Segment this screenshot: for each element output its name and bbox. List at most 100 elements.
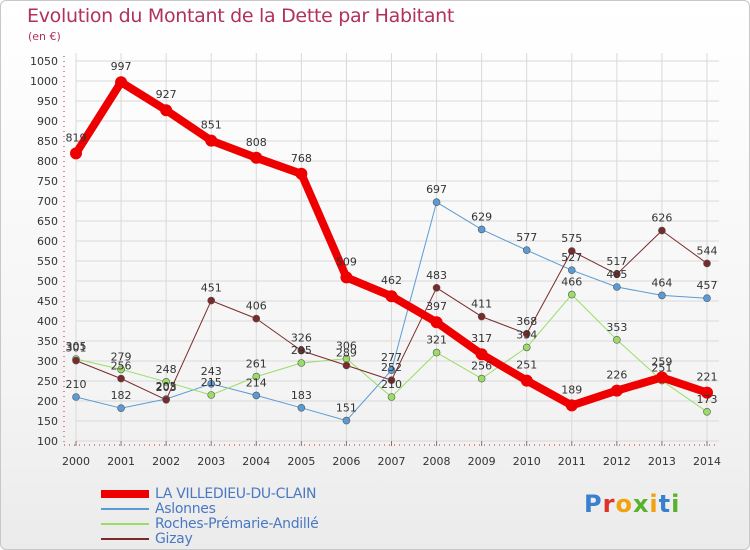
- x-tick-label: 2002: [152, 455, 180, 468]
- data-label: 243: [201, 365, 222, 378]
- data-label: 173: [697, 393, 718, 406]
- data-label: 301: [66, 342, 87, 355]
- x-tick-label: 2005: [287, 455, 315, 468]
- y-tick-label: 450: [37, 295, 58, 308]
- data-point: [385, 290, 398, 303]
- data-label: 251: [516, 359, 537, 372]
- data-label: 248: [156, 363, 177, 376]
- data-point: [658, 291, 666, 300]
- data-point: [655, 371, 668, 384]
- data-point: [297, 359, 306, 367]
- data-point: [613, 283, 621, 291]
- data-label: 353: [606, 321, 627, 334]
- data-label: 626: [651, 212, 672, 225]
- data-point: [703, 259, 711, 268]
- data-point: [72, 356, 80, 365]
- x-tick-label: 2013: [648, 455, 676, 468]
- data-point: [613, 335, 621, 344]
- chart-title: Evolution du Montant de la Dette par Hab…: [27, 5, 455, 27]
- x-tick-label: 2003: [197, 455, 225, 468]
- legend-swatch: [101, 523, 149, 525]
- y-tick-label: 250: [37, 375, 58, 388]
- data-point: [432, 348, 441, 357]
- data-label: 997: [111, 60, 132, 73]
- data-label: 252: [381, 361, 402, 374]
- data-point: [432, 283, 441, 292]
- data-point: [477, 225, 486, 234]
- data-label: 256: [471, 360, 492, 373]
- x-tick-label: 2009: [468, 455, 496, 468]
- data-point: [703, 407, 711, 416]
- y-tick-label: 850: [37, 135, 58, 148]
- data-point: [567, 290, 576, 299]
- y-tick-label: 550: [37, 255, 58, 268]
- data-point: [297, 403, 306, 412]
- data-label: 295: [291, 344, 312, 357]
- data-point: [701, 386, 713, 399]
- data-point: [522, 329, 531, 338]
- data-label: 221: [697, 371, 718, 384]
- data-label: 226: [606, 369, 627, 382]
- data-point: [207, 391, 216, 399]
- data-label: 251: [651, 362, 672, 375]
- data-label: 334: [516, 328, 537, 341]
- legend-label: Aslonnes: [155, 501, 216, 517]
- data-point: [72, 393, 80, 401]
- y-tick-label: 400: [37, 315, 58, 328]
- data-point: [610, 384, 623, 397]
- data-point: [567, 266, 576, 275]
- data-label: 517: [606, 255, 627, 268]
- y-tick-label: 1000: [30, 75, 58, 88]
- data-point: [250, 151, 263, 164]
- y-tick-label: 950: [37, 95, 58, 108]
- data-label: 768: [291, 152, 312, 165]
- data-label: 819: [66, 131, 87, 144]
- data-label: 462: [381, 274, 402, 287]
- legend-swatch: [101, 490, 149, 498]
- y-tick-label: 1050: [30, 55, 58, 68]
- data-label: 697: [426, 183, 447, 196]
- data-point: [387, 393, 396, 401]
- data-label: 183: [291, 389, 312, 402]
- data-label: 326: [291, 332, 312, 345]
- data-point: [117, 374, 125, 383]
- data-point: [160, 104, 173, 117]
- data-point: [342, 416, 351, 425]
- data-label: 321: [426, 334, 447, 347]
- data-label: 182: [111, 389, 132, 402]
- data-label: 451: [201, 282, 222, 295]
- x-tick-label: 2001: [107, 455, 135, 468]
- x-tick-label: 2007: [378, 455, 406, 468]
- data-label: 575: [561, 232, 582, 245]
- y-tick-label: 300: [37, 355, 58, 368]
- data-point: [115, 76, 128, 89]
- data-label: 483: [426, 269, 447, 282]
- data-label: 306: [336, 340, 357, 353]
- legend-label: LA VILLEDIEU-DU-CLAIN: [155, 486, 317, 502]
- data-point: [477, 374, 486, 383]
- y-tick-label: 150: [37, 415, 58, 428]
- y-tick-label: 100: [37, 435, 58, 448]
- unit-label: (en €): [28, 30, 61, 43]
- data-point: [387, 366, 396, 375]
- data-label: 527: [561, 251, 582, 264]
- legend-swatch: [101, 508, 149, 510]
- data-point: [565, 399, 578, 412]
- y-tick-label: 500: [37, 275, 58, 288]
- y-tick-label: 750: [37, 175, 58, 188]
- data-point: [475, 348, 488, 361]
- x-tick-label: 2010: [513, 455, 541, 468]
- data-label: 256: [111, 360, 132, 373]
- data-label: 279: [111, 350, 132, 363]
- data-point: [520, 374, 533, 387]
- y-tick-label: 350: [37, 335, 58, 348]
- data-label: 203: [156, 381, 177, 394]
- x-tick-label: 2012: [603, 455, 631, 468]
- x-tick-label: 2011: [558, 455, 586, 468]
- data-label: 261: [246, 358, 267, 371]
- data-label: 397: [426, 300, 447, 313]
- legend-label: Roches-Prémarie-Andillé: [155, 516, 319, 532]
- data-label: 544: [697, 244, 718, 257]
- x-tick-label: 2000: [62, 455, 90, 468]
